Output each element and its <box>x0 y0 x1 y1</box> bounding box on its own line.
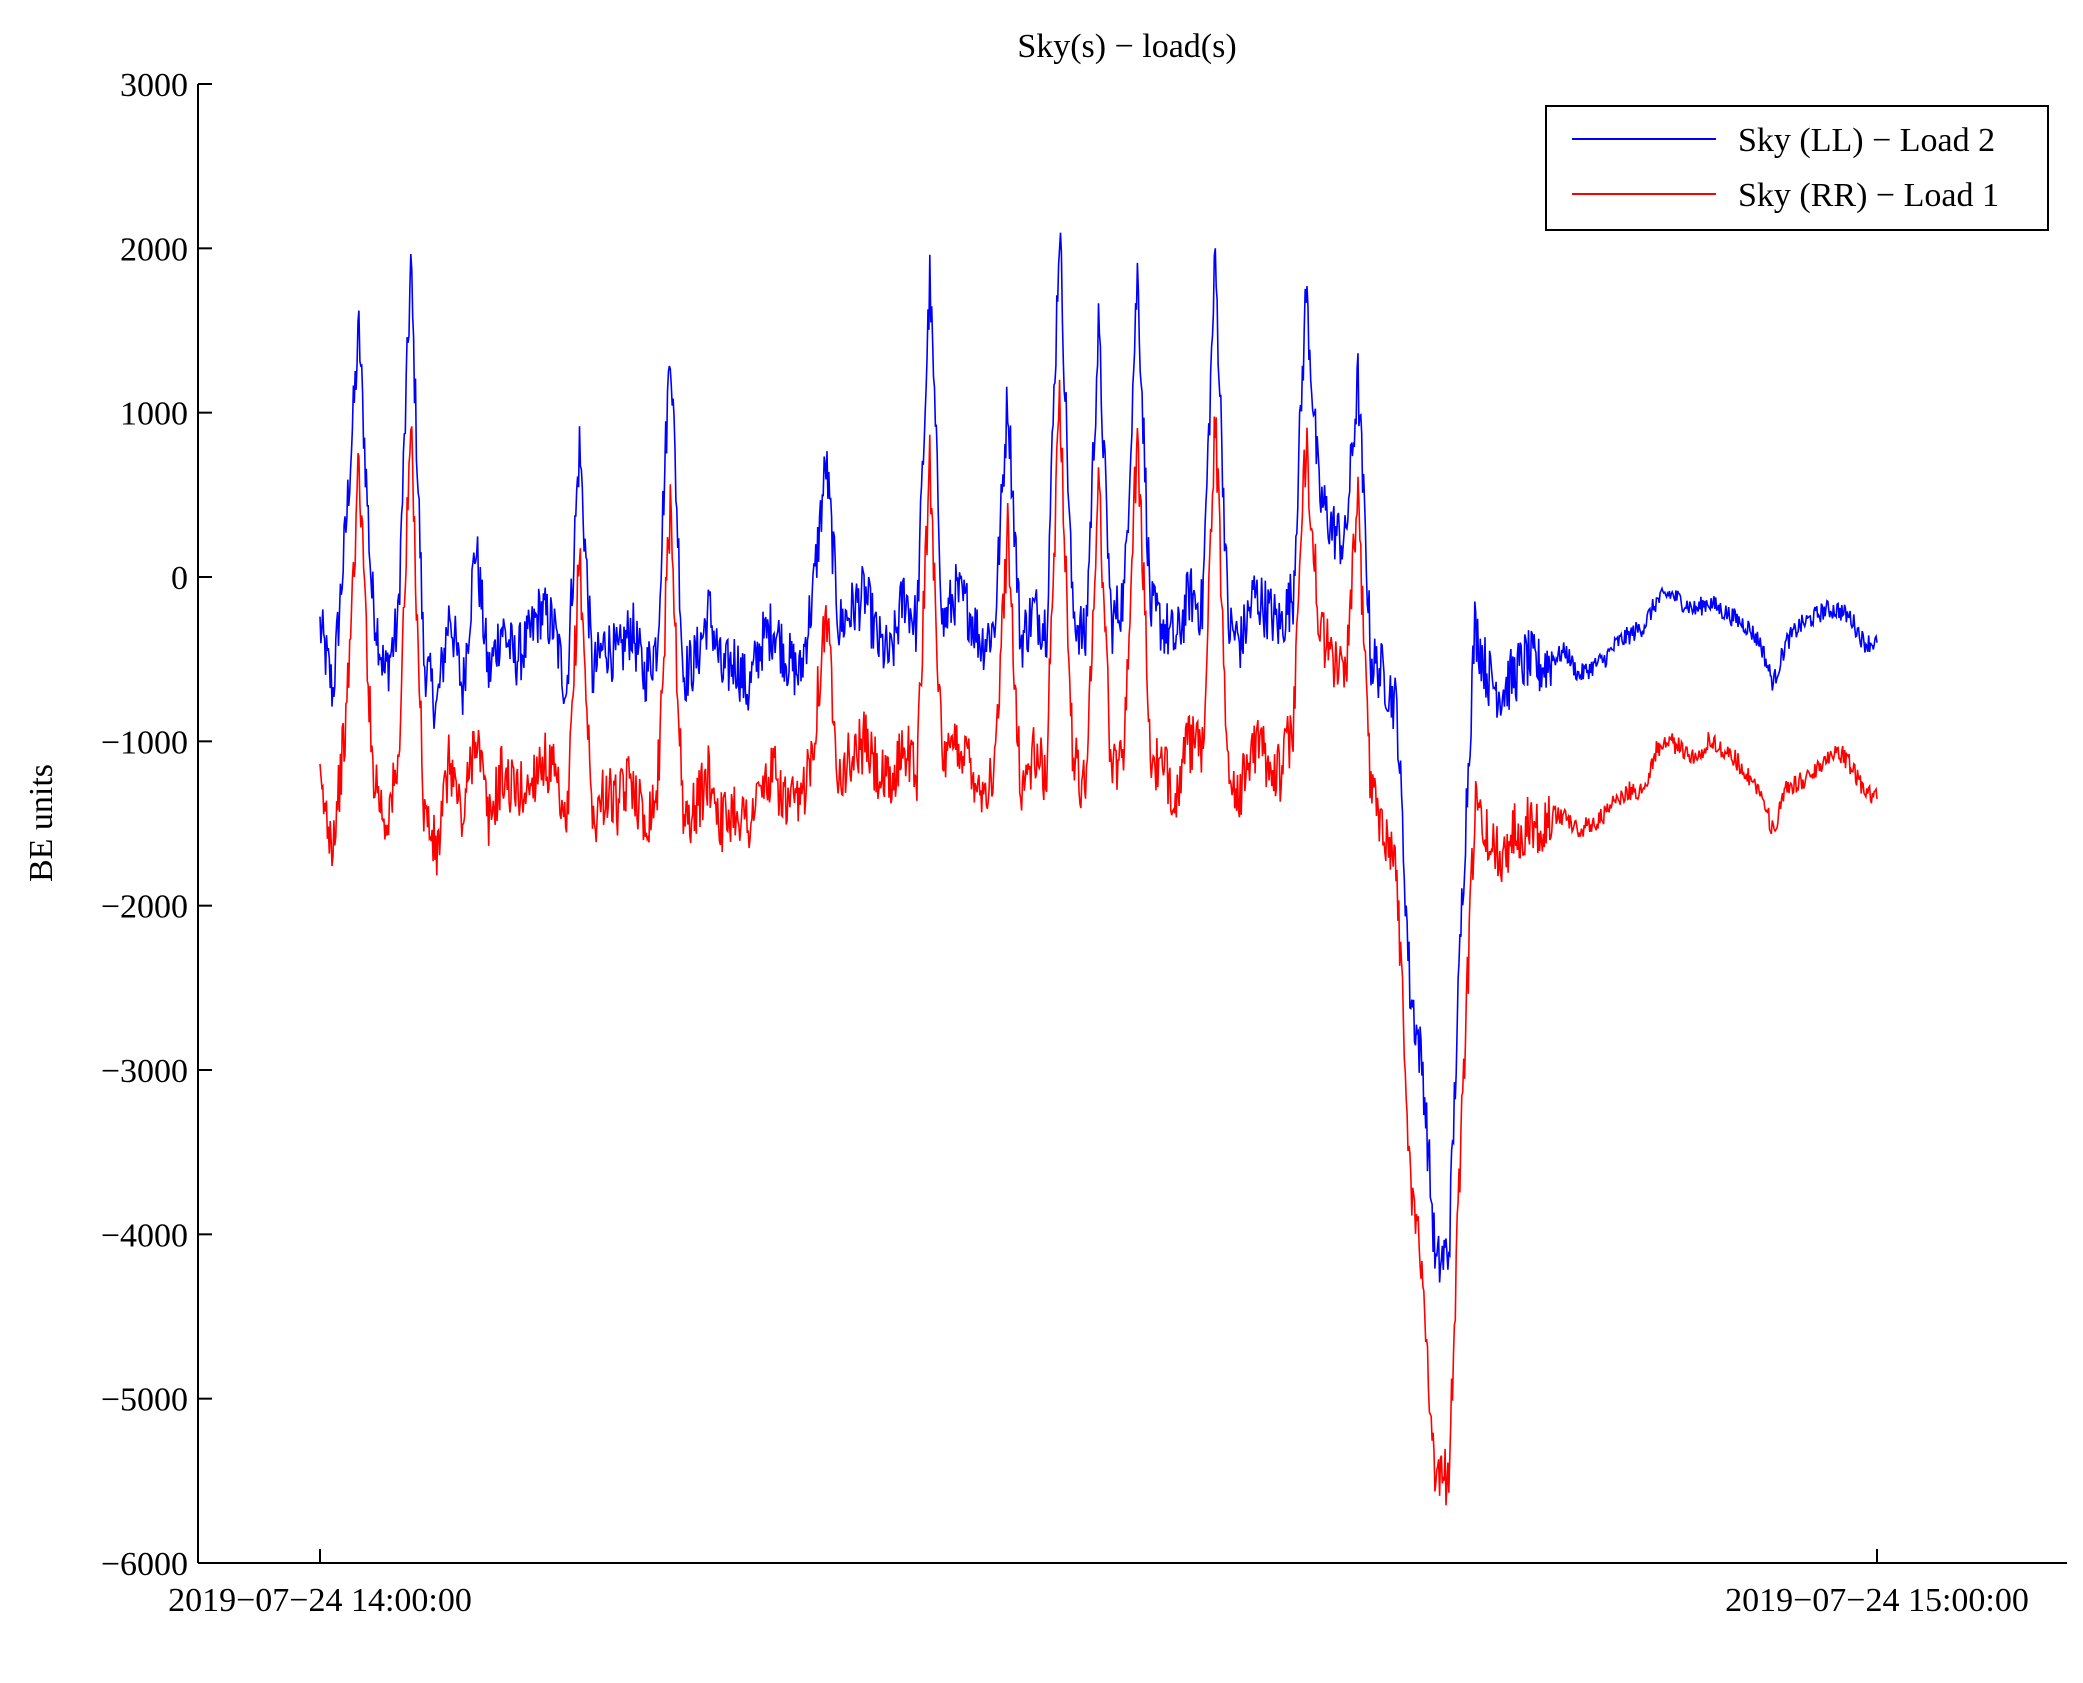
y-tick-label: −6000 <box>101 1546 188 1583</box>
legend-label-sky-rr: Sky (RR) − Load 1 <box>1738 177 1999 214</box>
legend-box <box>1545 105 2049 231</box>
y-tick-label: −1000 <box>101 724 188 761</box>
chart-title: Sky(s) − load(s) <box>1017 28 1236 65</box>
y-tick-label: −3000 <box>101 1053 188 1090</box>
y-tick-label: 0 <box>171 560 188 597</box>
y-tick-label: 1000 <box>120 396 188 433</box>
y-tick-label: 3000 <box>120 67 188 104</box>
plot-frame <box>197 84 2067 1564</box>
y-tick-label: −2000 <box>101 889 188 926</box>
y-tick-label: 2000 <box>120 231 188 268</box>
y-tick-label: −5000 <box>101 1382 188 1419</box>
series-layer <box>319 232 1878 1506</box>
y-axis-title: BE units <box>23 764 60 882</box>
x-tick-label: 2019−07−24 15:00:00 <box>1725 1582 2029 1619</box>
series-line-sky-rr <box>319 379 1878 1506</box>
x-tick-label: 2019−07−24 14:00:00 <box>168 1582 472 1619</box>
legend: Sky (LL) − Load 2 Sky (RR) − Load 1 <box>1545 105 2049 231</box>
series-line-sky-ll <box>319 232 1878 1283</box>
x-ticks: 2019−07−24 14:00:00 2019−07−24 15:00:00 <box>168 1549 2029 1619</box>
y-ticks: 3000 2000 1000 0 −1000 −2000 −3000 −4000 −5000 −6… <box>101 67 212 1583</box>
legend-label-sky-ll: Sky (LL) − Load 2 <box>1738 122 1995 159</box>
y-tick-label: −4000 <box>101 1217 188 1254</box>
